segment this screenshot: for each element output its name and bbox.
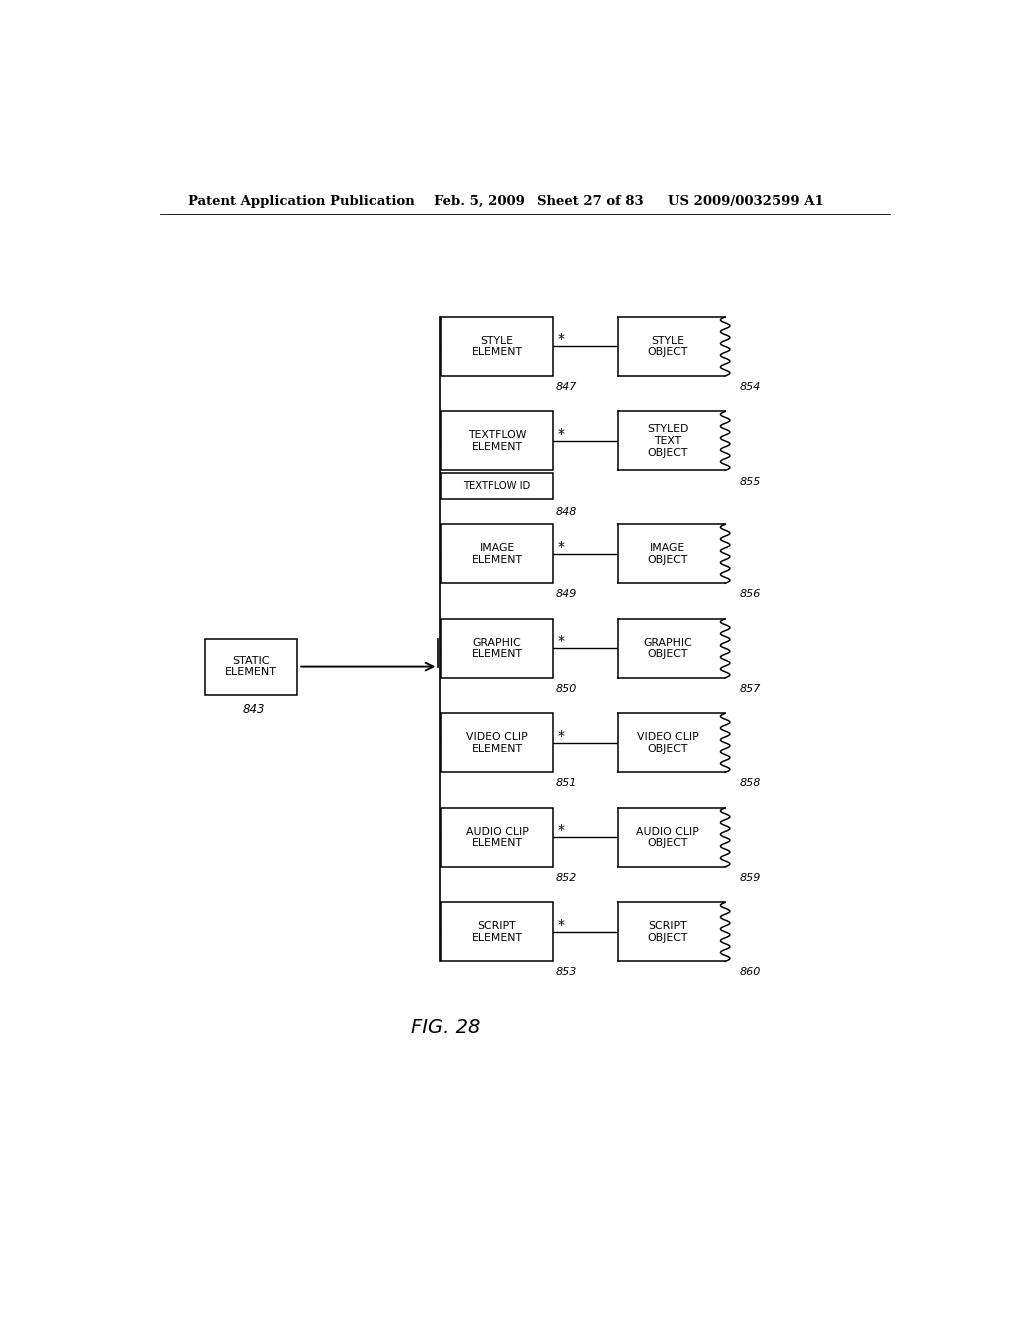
- Text: VIDEO CLIP
OBJECT: VIDEO CLIP OBJECT: [637, 733, 698, 754]
- Text: *: *: [557, 540, 564, 553]
- Text: 847: 847: [556, 381, 578, 392]
- Text: VIDEO CLIP
ELEMENT: VIDEO CLIP ELEMENT: [466, 733, 528, 754]
- Text: US 2009/0032599 A1: US 2009/0032599 A1: [668, 194, 823, 207]
- FancyBboxPatch shape: [441, 713, 553, 772]
- Bar: [618, 808, 725, 867]
- Bar: [618, 317, 725, 376]
- Text: *: *: [557, 729, 564, 743]
- Text: FIG. 28: FIG. 28: [411, 1018, 480, 1038]
- Text: Patent Application Publication: Patent Application Publication: [187, 194, 415, 207]
- Text: 853: 853: [556, 968, 578, 977]
- Text: TEXTFLOW
ELEMENT: TEXTFLOW ELEMENT: [468, 430, 526, 451]
- Text: 850: 850: [556, 684, 578, 694]
- Text: IMAGE
OBJECT: IMAGE OBJECT: [647, 543, 688, 565]
- Text: Feb. 5, 2009: Feb. 5, 2009: [433, 194, 524, 207]
- Text: GRAPHIC
ELEMENT: GRAPHIC ELEMENT: [471, 638, 522, 659]
- Text: Sheet 27 of 83: Sheet 27 of 83: [537, 194, 643, 207]
- Text: SCRIPT
ELEMENT: SCRIPT ELEMENT: [471, 921, 522, 942]
- Text: 848: 848: [556, 507, 578, 517]
- Bar: [618, 619, 725, 677]
- FancyBboxPatch shape: [441, 412, 553, 470]
- Text: SCRIPT
OBJECT: SCRIPT OBJECT: [647, 921, 688, 942]
- Bar: [618, 903, 725, 961]
- Text: STATIC
ELEMENT: STATIC ELEMENT: [225, 656, 278, 677]
- Text: 857: 857: [739, 684, 761, 694]
- Text: *: *: [557, 426, 564, 441]
- Text: 851: 851: [556, 779, 578, 788]
- Text: *: *: [557, 917, 564, 932]
- Text: AUDIO CLIP
OBJECT: AUDIO CLIP OBJECT: [636, 826, 699, 849]
- Text: IMAGE
ELEMENT: IMAGE ELEMENT: [471, 543, 522, 565]
- Text: STYLE
OBJECT: STYLE OBJECT: [647, 335, 688, 358]
- Text: 849: 849: [556, 589, 578, 599]
- FancyBboxPatch shape: [441, 317, 553, 376]
- Text: 855: 855: [739, 477, 761, 487]
- FancyBboxPatch shape: [441, 903, 553, 961]
- Bar: [618, 524, 725, 583]
- Text: *: *: [557, 634, 564, 648]
- Text: 860: 860: [739, 968, 761, 977]
- FancyBboxPatch shape: [206, 639, 297, 694]
- Text: 858: 858: [739, 779, 761, 788]
- Text: 843: 843: [243, 704, 265, 717]
- Text: AUDIO CLIP
ELEMENT: AUDIO CLIP ELEMENT: [466, 826, 528, 849]
- Text: *: *: [557, 333, 564, 346]
- FancyBboxPatch shape: [441, 808, 553, 867]
- Text: TEXTFLOW ID: TEXTFLOW ID: [464, 482, 530, 491]
- FancyBboxPatch shape: [441, 474, 553, 499]
- Text: 859: 859: [739, 873, 761, 883]
- Text: STYLE
ELEMENT: STYLE ELEMENT: [471, 335, 522, 358]
- Text: 856: 856: [739, 589, 761, 599]
- Text: GRAPHIC
OBJECT: GRAPHIC OBJECT: [643, 638, 692, 659]
- Text: STYLED
TEXT
OBJECT: STYLED TEXT OBJECT: [647, 424, 688, 458]
- Text: 854: 854: [739, 381, 761, 392]
- Text: *: *: [557, 824, 564, 837]
- FancyBboxPatch shape: [441, 524, 553, 583]
- Bar: [618, 713, 725, 772]
- Text: 852: 852: [556, 873, 578, 883]
- FancyBboxPatch shape: [441, 619, 553, 677]
- Bar: [618, 412, 725, 470]
